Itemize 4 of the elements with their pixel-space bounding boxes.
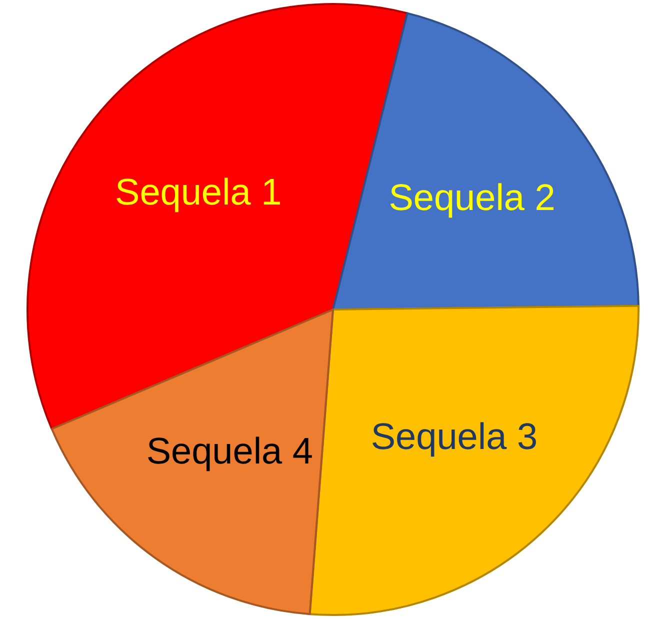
slice-label: Sequela 3 xyxy=(370,416,538,457)
slice-label: Sequela 4 xyxy=(146,430,313,472)
slice-label: Sequela 1 xyxy=(115,172,282,213)
slice-label: Sequela 2 xyxy=(388,176,556,218)
